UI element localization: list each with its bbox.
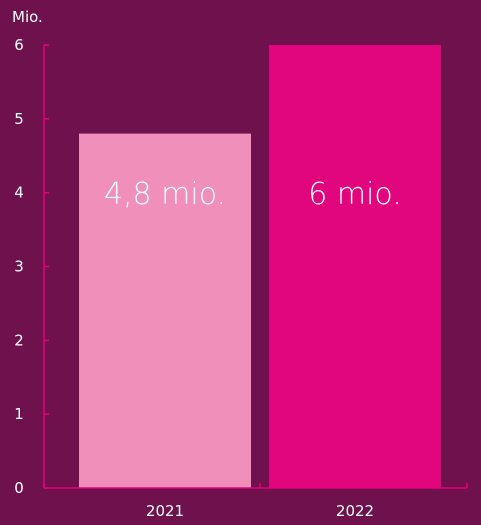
axes-layer: [43, 44, 468, 489]
y-tick-label-3: 3: [14, 258, 24, 276]
y-axis-unit-label: Mio.: [12, 8, 43, 26]
labels-layer: 0 1 2 3 4 5 6 2021 4,8 mio. 2022 6 mio.: [14, 36, 402, 520]
data-label-2022: 6 mio.: [308, 177, 402, 212]
bars-layer: [79, 45, 441, 488]
x-tick-label-2021: 2021: [146, 502, 184, 520]
y-tick-label-6: 6: [14, 36, 24, 54]
y-tick-label-5: 5: [14, 110, 24, 128]
x-tick-label-2022: 2022: [336, 502, 374, 520]
y-tick-label-2: 2: [14, 331, 24, 349]
data-label-2021: 4,8 mio.: [104, 177, 226, 212]
bar-2022: [269, 45, 441, 488]
bar-2021: [79, 133, 251, 488]
y-tick-label-1: 1: [14, 405, 24, 423]
y-tick-label-4: 4: [14, 184, 24, 202]
y-tick-label-0: 0: [14, 479, 24, 497]
